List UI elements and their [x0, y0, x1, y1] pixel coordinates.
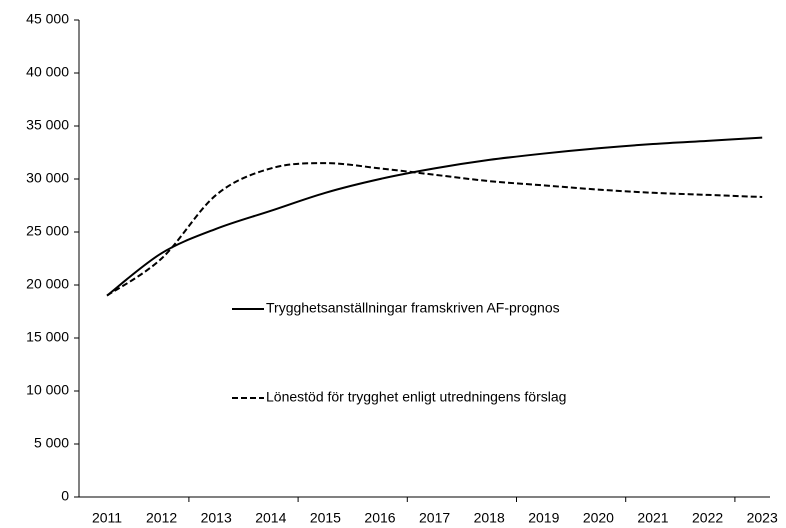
x-tick-label: 2018 [474, 510, 505, 526]
x-tick-label: 2014 [255, 510, 286, 526]
x-tick-label: 2017 [419, 510, 450, 526]
y-tick-label: 30 000 [26, 170, 69, 186]
x-tick-label: 2019 [528, 510, 559, 526]
x-tick-label: 2012 [146, 510, 177, 526]
x-tick-label: 2015 [310, 510, 341, 526]
x-tick-label: 2020 [583, 510, 614, 526]
y-tick-label: 40 000 [26, 64, 69, 80]
series-line [106, 136, 763, 297]
legend-label: Lönestöd för trygghet enligt utredningen… [266, 389, 566, 405]
series-line [106, 162, 763, 297]
x-tick-label: 2013 [201, 510, 232, 526]
y-tick-label: 10 000 [26, 382, 69, 398]
y-tick-label: 5 000 [34, 435, 69, 451]
x-tick-label: 2023 [747, 510, 778, 526]
x-tick-label: 2021 [637, 510, 668, 526]
legend-label: Trygghetsanställningar framskriven AF-pr… [266, 300, 560, 316]
x-tick-label: 2011 [92, 510, 122, 526]
y-tick-label: 15 000 [26, 329, 69, 345]
y-tick-label: 45 000 [26, 11, 69, 27]
x-tick-label: 2022 [692, 510, 723, 526]
y-tick-label: 25 000 [26, 223, 69, 239]
x-tick-label: 2016 [364, 510, 395, 526]
y-tick-label: 0 [61, 488, 69, 504]
y-tick-label: 20 000 [26, 276, 69, 292]
y-tick-label: 35 000 [26, 117, 69, 133]
